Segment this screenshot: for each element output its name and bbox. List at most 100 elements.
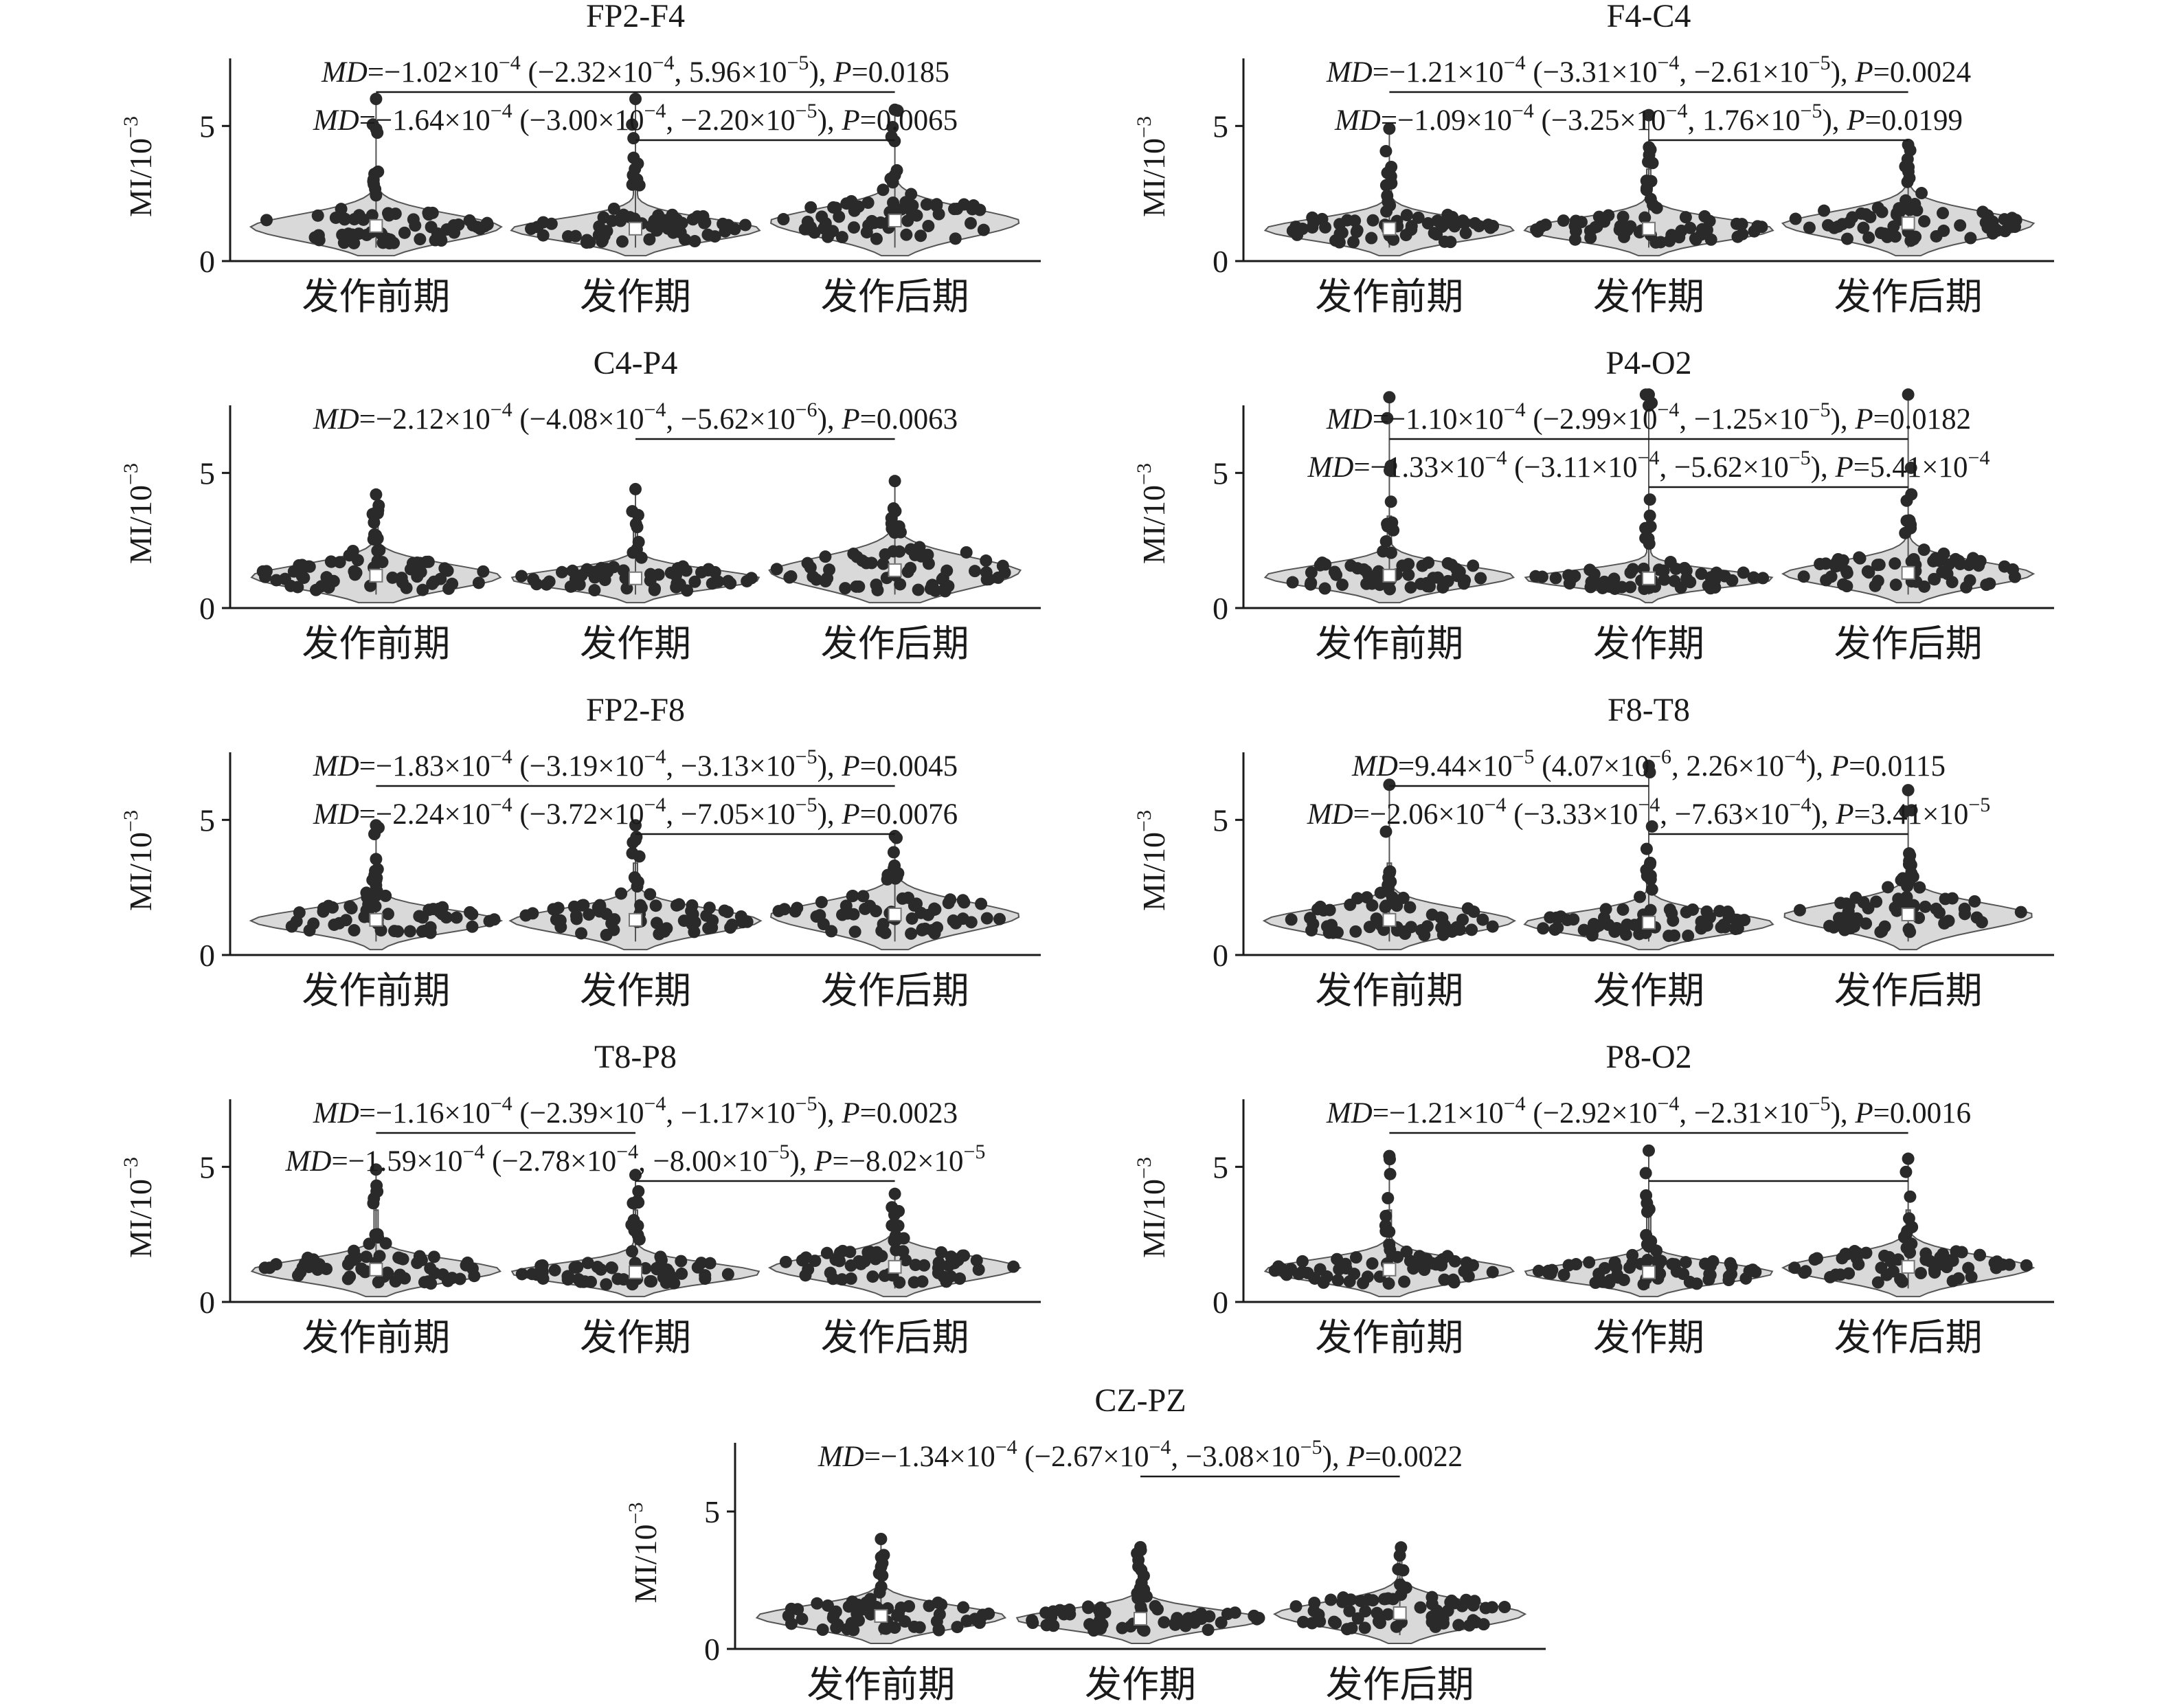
- x-category-label: 发作后期: [821, 1316, 969, 1359]
- y-tick-label: 5: [199, 456, 215, 491]
- data-point: [1382, 1191, 1395, 1204]
- data-point: [1379, 145, 1393, 158]
- data-point: [1650, 201, 1663, 214]
- data-point: [804, 221, 818, 234]
- data-point: [721, 1268, 734, 1281]
- data-point: [1840, 567, 1853, 580]
- data-point: [278, 572, 291, 585]
- data-point: [850, 580, 863, 593]
- data-point: [1474, 572, 1487, 585]
- data-point: [1583, 1256, 1596, 1269]
- data-point: [1318, 582, 1331, 595]
- data-point: [816, 1623, 829, 1637]
- stat-annotation: MD=−1.64×10−4 (−3.00×10−4, −2.20×10−5), …: [313, 100, 958, 137]
- data-point: [1900, 494, 1913, 507]
- data-point: [1384, 199, 1397, 212]
- data-point: [1350, 225, 1363, 238]
- data-point: [791, 901, 804, 914]
- data-point: [644, 568, 657, 581]
- stat-annotation: MD=−1.59×10−4 (−2.78×10−4, −8.00×10−5), …: [285, 1140, 986, 1178]
- data-point: [466, 920, 479, 933]
- p-value: =0.0063: [860, 403, 958, 436]
- data-point: [888, 168, 901, 181]
- data-point: [1382, 1277, 1395, 1290]
- data-point: [1968, 895, 1981, 908]
- ci-low-exponent: −4: [1638, 794, 1660, 816]
- data-point: [526, 1268, 539, 1281]
- data-point: [802, 1263, 815, 1276]
- data-point: [980, 566, 993, 579]
- data-point: [483, 914, 496, 928]
- p-value: =0.0016: [1873, 1097, 1972, 1130]
- data-point: [810, 573, 823, 586]
- data-point: [441, 1274, 454, 1288]
- x-category-label: 发作前期: [302, 1316, 450, 1359]
- data-point: [932, 207, 945, 221]
- data-point: [673, 898, 686, 911]
- data-point: [260, 214, 273, 227]
- data-point: [827, 201, 840, 214]
- data-point: [1532, 1264, 1545, 1277]
- data-point: [348, 236, 361, 249]
- data-point: [1946, 1254, 1959, 1267]
- data-point: [935, 1598, 948, 1611]
- data-point: [293, 559, 306, 572]
- data-point: [991, 571, 1004, 584]
- data-point: [943, 1259, 956, 1272]
- ci-low: (−3.00×10: [512, 104, 644, 137]
- data-point: [1063, 1608, 1077, 1621]
- data-point: [785, 570, 798, 583]
- data-point: [616, 235, 629, 248]
- data-point: [631, 508, 644, 521]
- y-axis-label-main: MI/10: [123, 138, 158, 217]
- data-point: [366, 118, 379, 131]
- data-point: [1853, 551, 1866, 564]
- data-point: [1286, 576, 1299, 589]
- y-tick-label: 5: [199, 1149, 215, 1184]
- ci-high-exponent: −5: [1801, 100, 1823, 122]
- data-point: [386, 571, 399, 584]
- data-point: [1942, 558, 1955, 571]
- ci-low: (−2.67×10: [1017, 1441, 1149, 1473]
- md-exponent: −4: [462, 1140, 484, 1163]
- data-point: [887, 545, 900, 558]
- data-point: [1463, 1619, 1476, 1632]
- data-point: [1639, 926, 1652, 939]
- data-point: [1438, 1273, 1451, 1286]
- data-point: [1882, 881, 1895, 894]
- data-point: [1889, 230, 1902, 243]
- md-value: =−2.12×10: [359, 403, 491, 436]
- data-point: [1394, 1578, 1407, 1591]
- data-point: [1702, 579, 1715, 592]
- data-point: [935, 1246, 948, 1259]
- data-point: [617, 564, 630, 577]
- data-point: [627, 151, 640, 164]
- p-value: =−8.02×10: [832, 1145, 963, 1178]
- data-point: [1713, 905, 1726, 918]
- md-exponent: −4: [1512, 100, 1534, 122]
- data-point: [420, 555, 433, 568]
- data-point: [576, 899, 589, 912]
- data-point: [1735, 218, 1748, 231]
- stat-annotation: MD=−1.16×10−4 (−2.39×10−4, −1.17×10−5), …: [313, 1092, 958, 1130]
- data-point: [1333, 236, 1346, 249]
- data-point: [1738, 914, 1751, 927]
- data-point: [980, 912, 993, 925]
- data-point: [932, 1261, 945, 1274]
- data-point: [1904, 518, 1917, 531]
- y-axis-label: MI/10−3: [624, 1503, 663, 1604]
- ci-low-exponent: −4: [1657, 1092, 1679, 1115]
- data-point: [1621, 918, 1634, 931]
- y-axis-label-main: MI/10: [1136, 485, 1171, 564]
- data-point: [1687, 903, 1700, 916]
- data-point: [928, 927, 941, 940]
- data-point: [1462, 1270, 1475, 1283]
- data-point: [626, 846, 639, 859]
- md-symbol: MD: [818, 1441, 864, 1473]
- data-point: [1319, 221, 1332, 234]
- data-point: [574, 1275, 587, 1288]
- data-point: [1862, 901, 1875, 914]
- median-marker: [369, 218, 383, 233]
- data-point: [1704, 233, 1717, 246]
